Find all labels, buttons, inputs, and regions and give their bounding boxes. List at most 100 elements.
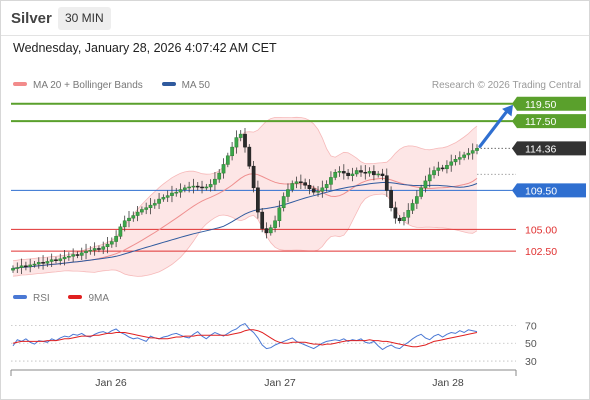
legend-label-rsi: RSI <box>33 293 50 304</box>
candle <box>62 249 67 266</box>
candle-body-up <box>204 186 209 189</box>
candle <box>359 165 363 177</box>
moving-average-layer <box>12 173 478 269</box>
candle-body-up <box>101 246 106 250</box>
candle <box>251 161 256 193</box>
candle-body-up <box>234 137 239 148</box>
candle <box>406 203 411 224</box>
candle-body-down <box>41 262 45 264</box>
candle <box>316 186 320 197</box>
candle <box>208 179 213 192</box>
candle <box>225 152 230 168</box>
candle <box>88 246 93 255</box>
candle-body-up <box>376 173 381 176</box>
candle-body-up <box>406 210 411 218</box>
candle-body-up <box>118 226 123 237</box>
price-tags-layer: 119.50 117.50 114.36 109.50 105.00 102.50 <box>512 96 586 258</box>
candle-body-up <box>320 187 325 192</box>
candle <box>191 178 196 194</box>
candle <box>109 237 114 248</box>
price-tag-117.50 <box>512 114 586 129</box>
legend-item-rsi: RSI <box>13 293 50 304</box>
candle-body-up <box>183 187 187 190</box>
candle-body-up <box>290 183 295 190</box>
candle-body-up <box>135 211 140 216</box>
legend-swatch-rsi-ma <box>68 295 83 300</box>
candle <box>354 167 359 177</box>
candle <box>234 130 239 154</box>
candle-body-down <box>397 217 402 222</box>
candle-body-up <box>427 174 432 182</box>
bollinger-band-area <box>13 117 477 277</box>
candle-body-up <box>475 148 479 151</box>
candle <box>127 210 131 228</box>
level-lines-layer <box>11 102 516 252</box>
candle-body-up <box>367 171 372 174</box>
candle <box>264 222 269 239</box>
candle <box>105 236 110 254</box>
candle <box>101 241 106 254</box>
candle-body-up <box>174 191 179 194</box>
chart-datetime: Wednesday, January 28, 2026 4:07:42 AM C… <box>13 41 277 55</box>
candle <box>281 192 286 212</box>
candle-body-up <box>329 177 333 185</box>
candle-body-up <box>466 152 471 156</box>
candle-body-up <box>333 171 338 178</box>
candle-body-down <box>243 133 247 148</box>
candle <box>393 201 398 224</box>
candle-body-down <box>24 265 28 268</box>
candle <box>204 183 209 191</box>
candle-body-down <box>247 146 252 167</box>
time-axis-tick-2: Jan 28 <box>432 377 464 389</box>
candle <box>178 183 183 198</box>
candle <box>15 262 20 274</box>
candle <box>445 160 449 174</box>
candle <box>36 257 41 269</box>
candle <box>350 167 355 182</box>
timeframe-badge[interactable]: 30 MIN <box>58 7 111 30</box>
legend-swatch-rsi <box>13 295 27 300</box>
legend-swatch-ma50 <box>161 82 176 87</box>
legend-label-ma20: MA 20 + Bollinger Bands <box>33 80 143 91</box>
candle-body-up <box>36 262 41 265</box>
candle-body-down <box>380 173 385 176</box>
candle-body-up <box>88 249 93 252</box>
candle <box>71 248 75 262</box>
candle <box>307 179 312 195</box>
candle-body-down <box>393 207 398 219</box>
candle <box>402 212 406 226</box>
candle <box>415 190 419 209</box>
candle-body-up <box>230 146 234 157</box>
candle-body-up <box>19 265 24 268</box>
candle-body-up <box>462 154 466 158</box>
price-tag-109.50 <box>512 183 586 198</box>
candle-body-down <box>260 211 265 229</box>
candle-body-up <box>140 209 144 213</box>
candle-body-down <box>440 167 445 170</box>
candle <box>466 148 471 160</box>
candle <box>75 251 80 259</box>
candle <box>195 182 200 191</box>
candle <box>324 180 329 192</box>
candle <box>122 215 127 232</box>
time-axis: Jan 26 Jan 27 Jan 28 <box>10 369 517 389</box>
candle <box>303 178 307 189</box>
candle <box>187 181 191 193</box>
candle <box>243 127 247 153</box>
candle-body-down <box>264 228 269 234</box>
candle <box>174 188 179 197</box>
candle <box>440 164 445 172</box>
candle <box>453 155 458 166</box>
rsi-legend: RSI 9MA <box>13 293 125 304</box>
candle <box>32 261 37 268</box>
candle <box>135 205 140 222</box>
legend-item-rsi-ma: 9MA <box>68 293 109 304</box>
candle-body-up <box>316 191 320 193</box>
price-tag-text-119.50: 119.50 <box>525 99 556 111</box>
candle-body-down <box>54 259 58 261</box>
candle <box>144 202 149 215</box>
candle-body-down <box>299 181 303 184</box>
candle <box>311 185 316 195</box>
candle <box>170 185 174 203</box>
price-tag-text-117.50: 117.50 <box>525 116 556 128</box>
